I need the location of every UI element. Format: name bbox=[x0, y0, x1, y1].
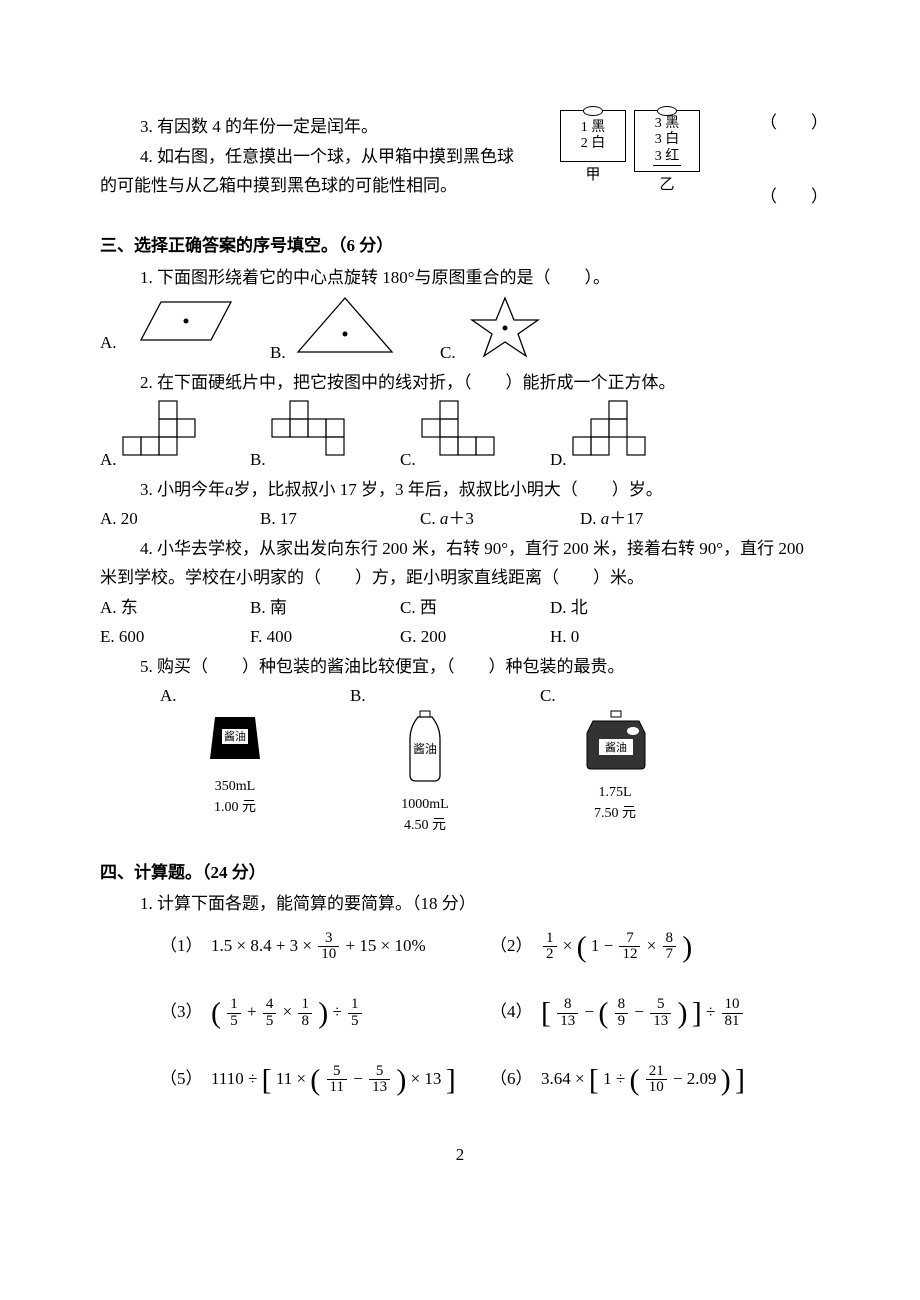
svg-text:酱油: 酱油 bbox=[224, 729, 246, 743]
s3q4-optE: E. 600 bbox=[100, 624, 250, 650]
s3q2-optC: C. bbox=[400, 450, 416, 469]
s3q1-optC: C. bbox=[440, 343, 456, 362]
eq1: （1） 1.5 × 8.4 + 3 × 310 + 15 × 10% bbox=[160, 931, 490, 964]
box-jia: 1 黑 2 白 bbox=[560, 110, 626, 162]
tf-q3: 3. 有因数 4 的年份一定是闰年。 bbox=[140, 114, 560, 140]
page-number: 2 bbox=[100, 1142, 820, 1168]
section3-heading: 三、选择正确答案的序号填空。（6 分） bbox=[100, 233, 820, 259]
tf-q4-blank: （ ） bbox=[760, 184, 820, 210]
s3q2-optA: A. bbox=[100, 450, 117, 469]
section4-heading: 四、计算题。（24 分） bbox=[100, 860, 820, 886]
tf-q3-blank: （ ） bbox=[760, 110, 820, 136]
eq2: （2） 12 × ( 1 − 712 × 87 ) bbox=[490, 931, 820, 964]
s3-q5: 5. 购买（ ）种包装的酱油比较便宜，（ ）种包装的最贵。 bbox=[140, 654, 820, 680]
s3q4-optB: B. 南 bbox=[250, 595, 400, 621]
cube-net-d-icon bbox=[571, 399, 671, 465]
product-b: B. 酱油 1000mL 4.50 元 bbox=[350, 683, 500, 836]
bottle-icon: 酱油 bbox=[390, 709, 460, 787]
pouch-icon: 酱油 bbox=[200, 709, 270, 769]
s3q3-optC: C. a＋3 bbox=[420, 506, 580, 532]
eq5: （5） 1110 ÷ [ 11 × ( 511 − 513 ) × 13 ] bbox=[160, 1064, 490, 1097]
s3q3-optB: B. 17 bbox=[260, 506, 420, 532]
s3q3-optD: D. a＋17 bbox=[580, 506, 740, 532]
cube-net-b-icon bbox=[270, 399, 370, 465]
s3q4-optA: A. 东 bbox=[100, 595, 250, 621]
triangle-icon bbox=[290, 294, 400, 358]
s3-q4-l2: 米到学校。学校在小明家的（ ）方，距小明家直线距离（ ）米。 bbox=[100, 565, 820, 591]
s3q3-optA: A. 20 bbox=[100, 506, 260, 532]
cube-net-c-icon bbox=[420, 399, 520, 465]
cube-net-a-icon bbox=[121, 399, 221, 465]
tf-q4-l1: 4. 如右图，任意摸出一个球，从甲箱中摸到黑色球 bbox=[140, 144, 560, 170]
s4-sub1: 1. 计算下面各题，能简算的要简算。（18 分） bbox=[140, 891, 820, 917]
s3q4-optC: C. 西 bbox=[400, 595, 550, 621]
svg-text:酱油: 酱油 bbox=[605, 740, 627, 754]
s3q4-optF: F. 400 bbox=[250, 624, 400, 650]
s3-q2: 2. 在下面硬纸片中，把它按图中的线对折，（ ）能折成一个正方体。 bbox=[140, 370, 820, 396]
star-icon bbox=[460, 294, 550, 358]
s3q4-optD: D. 北 bbox=[550, 595, 700, 621]
eq6: （6） 3.64 × [ 1 ÷ ( 2110 − 2.09 ) ] bbox=[490, 1064, 820, 1097]
svg-text:酱油: 酱油 bbox=[413, 741, 437, 756]
s3q2-optB: B. bbox=[250, 450, 266, 469]
s3-q1: 1. 下面图形绕着它的中心点旋转 180°与原图重合的是（ ）。 bbox=[140, 265, 820, 291]
s3q1-optA: A. bbox=[100, 333, 117, 352]
box-jia-caption: 甲 bbox=[560, 164, 626, 187]
box-yi: 3 黑 3 白 3 红 bbox=[634, 110, 700, 172]
s3-q4-l1: 4. 小华去学校，从家出发向东行 200 米，右转 90°，直行 200 米，接… bbox=[140, 536, 820, 562]
eq3: （3） ( 15 + 45 × 18 ) ÷ 15 bbox=[160, 997, 490, 1030]
s3q4-optH: H. 0 bbox=[550, 624, 700, 650]
eq4: （4） [ 813 − ( 89 − 513 ) ] ÷ 1081 bbox=[490, 997, 820, 1030]
product-c: C. 酱油 1.75L 7.50 元 bbox=[540, 683, 690, 836]
parallelogram-icon bbox=[121, 294, 231, 348]
box-yi-caption: 乙 bbox=[634, 174, 700, 197]
jug-icon: 酱油 bbox=[575, 709, 655, 775]
s3q2-optD: D. bbox=[550, 450, 567, 469]
s3-q3: 3. 小明今年a岁，比叔叔小 17 岁，3 年后，叔叔比小明大（ ）岁。 bbox=[140, 477, 820, 503]
product-a: A. 酱油 350mL 1.00 元 bbox=[160, 683, 310, 836]
s3q4-optG: G. 200 bbox=[400, 624, 550, 650]
s3q1-optB: B. bbox=[270, 343, 286, 362]
tf-q4-l2: 的可能性与从乙箱中摸到黑色球的可能性相同。 bbox=[100, 173, 560, 199]
